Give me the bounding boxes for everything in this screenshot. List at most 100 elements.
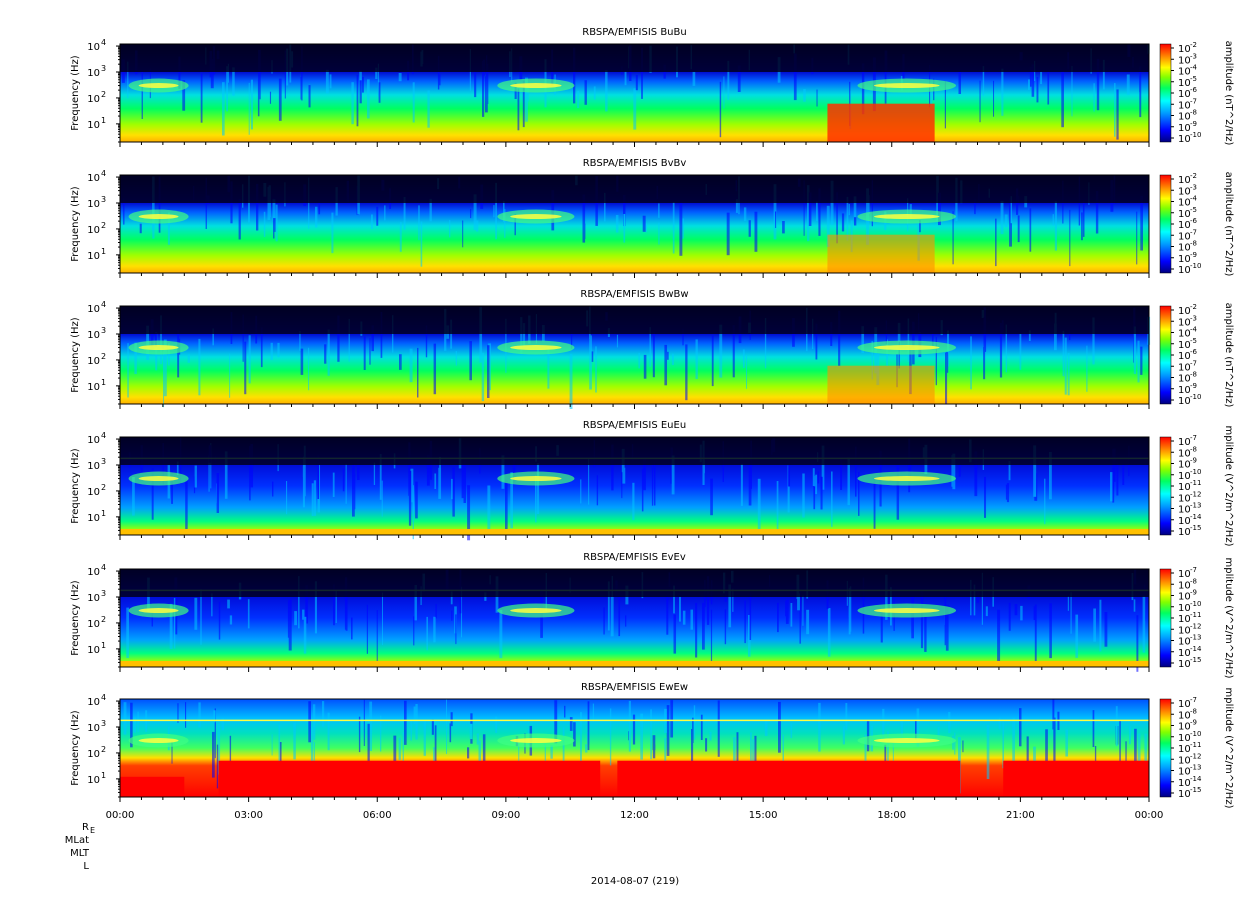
colorbar-tick-exponent: -11 bbox=[1190, 611, 1201, 619]
colorbar-tick-label: 10 bbox=[1178, 340, 1191, 351]
texture-streak bbox=[1126, 74, 1130, 95]
texture-streak bbox=[332, 472, 335, 497]
texture-streak bbox=[371, 214, 373, 229]
y-tick-label: 10 bbox=[87, 382, 100, 393]
texture-streak bbox=[1019, 708, 1022, 747]
texture-streak bbox=[997, 609, 1001, 665]
texture-streak bbox=[580, 479, 582, 504]
colorbar-tick-exponent: -5 bbox=[1190, 75, 1197, 83]
texture-streak bbox=[333, 584, 335, 626]
texture-streak bbox=[352, 473, 356, 510]
texture-streak bbox=[816, 201, 818, 222]
emic-burst-region bbox=[827, 365, 935, 404]
texture-streak bbox=[331, 212, 334, 254]
texture-streak bbox=[130, 702, 133, 748]
texture-streak bbox=[493, 205, 495, 218]
colorbar-tick-label: 10 bbox=[1178, 527, 1191, 538]
y-tick-exponent: 3 bbox=[101, 195, 106, 204]
texture-streak bbox=[151, 468, 154, 520]
texture-streak bbox=[652, 735, 656, 751]
texture-streak bbox=[425, 325, 428, 358]
colorbar-tick-label: 10 bbox=[1178, 100, 1191, 111]
texture-streak bbox=[517, 88, 520, 131]
texture-streak bbox=[1082, 200, 1085, 237]
y-tick-exponent: 1 bbox=[101, 116, 106, 125]
texture-streak bbox=[1093, 83, 1095, 112]
colorbar-tick-exponent: -10 bbox=[1190, 600, 1201, 608]
texture-streak bbox=[642, 215, 646, 232]
y-tick-label: 10 bbox=[87, 42, 100, 53]
texture-streak bbox=[222, 82, 225, 136]
texture-streak bbox=[1075, 614, 1079, 658]
texture-streak bbox=[1045, 729, 1048, 765]
colorbar-tick-exponent: -3 bbox=[1190, 183, 1197, 191]
texture-streak bbox=[744, 600, 746, 644]
texture-streak bbox=[595, 346, 597, 393]
texture-streak bbox=[719, 81, 722, 138]
texture-streak bbox=[728, 584, 732, 628]
texture-streak bbox=[952, 211, 954, 265]
texture-streak bbox=[952, 453, 956, 490]
texture-streak bbox=[871, 180, 873, 227]
texture-streak bbox=[224, 451, 228, 499]
texture-streak bbox=[313, 742, 315, 773]
y-tick-exponent: 3 bbox=[101, 64, 106, 73]
colorbar-tick-exponent: -7 bbox=[1190, 97, 1197, 105]
colorbar-tick-exponent: -2 bbox=[1190, 303, 1197, 311]
texture-streak bbox=[564, 705, 566, 718]
texture-streak bbox=[467, 485, 471, 541]
colorbar-tick-label: 10 bbox=[1178, 317, 1191, 328]
texture-streak bbox=[413, 616, 415, 646]
texture-streak bbox=[449, 219, 451, 238]
time-axis: 00:00 03:00 06:00 09:00 12:00 15:00 18:00 21:00… bbox=[106, 810, 1164, 821]
texture-streak bbox=[379, 454, 382, 500]
texture-streak bbox=[260, 327, 263, 368]
texture-streak bbox=[743, 207, 747, 221]
y-tick-exponent: 2 bbox=[101, 745, 106, 754]
texture-streak bbox=[356, 74, 359, 127]
texture-streak bbox=[711, 335, 714, 387]
high-frequency-background bbox=[120, 437, 1149, 465]
texture-streak bbox=[604, 192, 606, 222]
texture-streak bbox=[345, 463, 347, 504]
texture-streak bbox=[1114, 83, 1116, 137]
texture-streak bbox=[177, 703, 179, 723]
texture-streak bbox=[827, 608, 831, 657]
texture-streak bbox=[229, 353, 231, 398]
texture-streak bbox=[210, 59, 214, 89]
chorus-band-core bbox=[138, 214, 179, 220]
y-tick-label: 10 bbox=[87, 435, 100, 446]
texture-streak bbox=[670, 700, 674, 738]
texture-streak bbox=[1031, 64, 1035, 97]
texture-streak bbox=[1033, 445, 1037, 497]
texture-streak bbox=[226, 66, 228, 112]
colorbar-tick-label: 10 bbox=[1178, 448, 1191, 459]
texture-streak bbox=[293, 722, 296, 760]
texture-streak bbox=[693, 705, 696, 740]
texture-streak bbox=[633, 88, 637, 130]
texture-streak bbox=[1133, 326, 1137, 374]
texture-streak bbox=[232, 67, 235, 96]
texture-streak bbox=[335, 590, 337, 623]
texture-streak bbox=[486, 63, 489, 104]
y-tick-exponent: 1 bbox=[101, 771, 106, 780]
texture-streak bbox=[853, 196, 857, 218]
texture-streak bbox=[398, 737, 401, 760]
texture-streak bbox=[607, 581, 610, 631]
colorbar-tick-label: 10 bbox=[1178, 505, 1191, 516]
texture-streak bbox=[244, 341, 247, 395]
texture-streak bbox=[750, 732, 752, 774]
texture-streak bbox=[408, 470, 412, 526]
colorbar-tick-exponent: -12 bbox=[1190, 752, 1201, 760]
texture-streak bbox=[263, 211, 266, 237]
texture-streak bbox=[462, 220, 464, 248]
texture-streak bbox=[691, 729, 694, 765]
texture-streak bbox=[757, 478, 761, 530]
texture-streak bbox=[176, 461, 179, 475]
emic-burst-region bbox=[827, 234, 935, 273]
texture-streak bbox=[806, 609, 810, 635]
chorus-band-core bbox=[138, 345, 179, 351]
texture-streak bbox=[470, 209, 472, 219]
texture-streak bbox=[1140, 346, 1143, 375]
colorbar-label: amplitude (nT^2/Hz) bbox=[1223, 172, 1234, 277]
